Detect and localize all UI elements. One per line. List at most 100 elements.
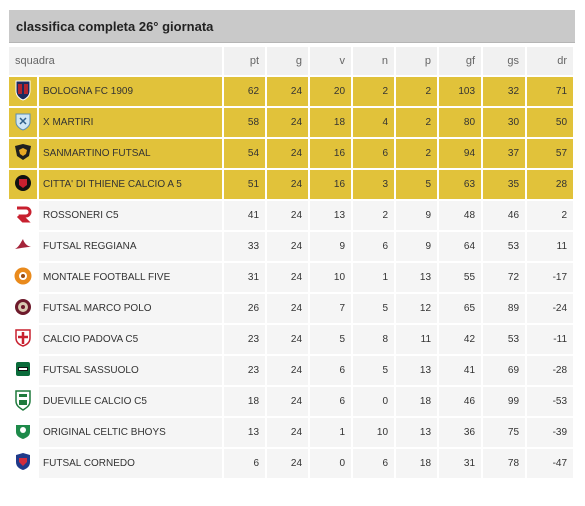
rossoneri-crest-icon [14, 205, 32, 226]
bologna-crest-icon [14, 79, 32, 104]
team-name[interactable]: FUTSAL CORNEDO [39, 449, 225, 480]
stat-dr: 2 [527, 201, 576, 232]
stat-p: 2 [396, 108, 440, 139]
stat-gf: 65 [439, 294, 484, 325]
stat-n: 2 [353, 201, 397, 232]
stat-gf: 94 [439, 139, 484, 170]
stat-v: 5 [310, 325, 354, 356]
team-name[interactable]: ROSSONERI C5 [39, 201, 225, 232]
table-row: FUTSAL REGGIANA 33 24 9 6 9 64 53 11 [9, 232, 576, 263]
stat-gf: 64 [439, 232, 484, 263]
stat-dr: 50 [527, 108, 576, 139]
table-row: DUEVILLE CALCIO C5 18 24 6 0 18 46 99 -53 [9, 387, 576, 418]
stat-dr: -39 [527, 418, 576, 449]
stat-v: 6 [310, 356, 354, 387]
stat-dr: 71 [527, 77, 576, 108]
table-row: CALCIO PADOVA C5 23 24 5 8 11 42 53 -11 [9, 325, 576, 356]
stat-p: 2 [396, 139, 440, 170]
stat-n: 6 [353, 232, 397, 263]
stat-gf: 55 [439, 263, 484, 294]
stat-g: 24 [267, 418, 311, 449]
stat-v: 20 [310, 77, 354, 108]
stat-p: 13 [396, 263, 440, 294]
stat-n: 8 [353, 325, 397, 356]
stat-n: 10 [353, 418, 397, 449]
stat-dr: -47 [527, 449, 576, 480]
stat-g: 24 [267, 201, 311, 232]
team-name[interactable]: CITTA' DI THIENE CALCIO A 5 [39, 170, 225, 201]
stat-n: 0 [353, 387, 397, 418]
stat-v: 0 [310, 449, 354, 480]
stat-gs: 72 [483, 263, 528, 294]
team-name[interactable]: X MARTIRI [39, 108, 225, 139]
stat-n: 5 [353, 356, 397, 387]
standings-title: classifica completa 26° giornata [16, 18, 214, 34]
stat-n: 5 [353, 294, 397, 325]
header-cell-dr: dr [527, 47, 576, 77]
padova-crest-icon [14, 328, 32, 351]
stat-gs: 75 [483, 418, 528, 449]
stat-gf: 63 [439, 170, 484, 201]
stat-g: 24 [267, 449, 311, 480]
team-logo-cell [9, 77, 39, 108]
stat-v: 7 [310, 294, 354, 325]
team-logo-cell [9, 449, 39, 480]
stat-p: 2 [396, 77, 440, 108]
stat-gs: 53 [483, 232, 528, 263]
stat-g: 24 [267, 263, 311, 294]
team-name[interactable]: SANMARTINO FUTSAL [39, 139, 225, 170]
standings-title-bar: classifica completa 26° giornata [9, 10, 575, 43]
stat-pt: 6 [224, 449, 268, 480]
stat-n: 4 [353, 108, 397, 139]
header-cell-g: g [267, 47, 311, 77]
stat-pt: 54 [224, 139, 268, 170]
team-name[interactable]: FUTSAL SASSUOLO [39, 356, 225, 387]
stat-p: 12 [396, 294, 440, 325]
team-name[interactable]: FUTSAL MARCO POLO [39, 294, 225, 325]
stat-pt: 58 [224, 108, 268, 139]
header-cell-pt: pt [224, 47, 268, 77]
team-name[interactable]: FUTSAL REGGIANA [39, 232, 225, 263]
stat-p: 18 [396, 449, 440, 480]
stat-pt: 23 [224, 325, 268, 356]
stat-pt: 26 [224, 294, 268, 325]
stat-n: 3 [353, 170, 397, 201]
stat-gf: 103 [439, 77, 484, 108]
stat-v: 16 [310, 170, 354, 201]
team-name[interactable]: ORIGINAL CELTIC BHOYS [39, 418, 225, 449]
stat-dr: -24 [527, 294, 576, 325]
dueville-crest-icon [14, 389, 32, 414]
team-name[interactable]: BOLOGNA FC 1909 [39, 77, 225, 108]
table-row: FUTSAL SASSUOLO 23 24 6 5 13 41 69 -28 [9, 356, 576, 387]
stat-gf: 36 [439, 418, 484, 449]
stat-g: 24 [267, 356, 311, 387]
standings-widget: classifica completa 26° giornata squadra… [9, 10, 576, 480]
team-logo-cell [9, 108, 39, 139]
sanmartino-crest-icon [13, 142, 33, 165]
sassuolo-crest-icon [13, 359, 33, 382]
stat-gs: 37 [483, 139, 528, 170]
table-row: FUTSAL MARCO POLO 26 24 7 5 12 65 89 -24 [9, 294, 576, 325]
stat-g: 24 [267, 77, 311, 108]
team-name[interactable]: DUEVILLE CALCIO C5 [39, 387, 225, 418]
team-name[interactable]: MONTALE FOOTBALL FIVE [39, 263, 225, 294]
stat-gs: 99 [483, 387, 528, 418]
header-cell-team: squadra [9, 47, 225, 77]
header-cell-gs: gs [483, 47, 528, 77]
standings-body: BOLOGNA FC 1909 62 24 20 2 2 103 32 71 X MARTIRI 5… [9, 77, 576, 480]
cornedo-crest-icon [14, 452, 32, 475]
team-logo-cell [9, 263, 39, 294]
stat-gs: 53 [483, 325, 528, 356]
team-logo-cell [9, 325, 39, 356]
stat-dr: -53 [527, 387, 576, 418]
stat-g: 24 [267, 170, 311, 201]
team-logo-cell [9, 356, 39, 387]
stat-gs: 35 [483, 170, 528, 201]
stat-gs: 46 [483, 201, 528, 232]
stat-g: 24 [267, 325, 311, 356]
table-row: BOLOGNA FC 1909 62 24 20 2 2 103 32 71 [9, 77, 576, 108]
x-martiri-crest-icon [13, 111, 33, 134]
stat-pt: 23 [224, 356, 268, 387]
team-name[interactable]: CALCIO PADOVA C5 [39, 325, 225, 356]
stat-v: 16 [310, 139, 354, 170]
